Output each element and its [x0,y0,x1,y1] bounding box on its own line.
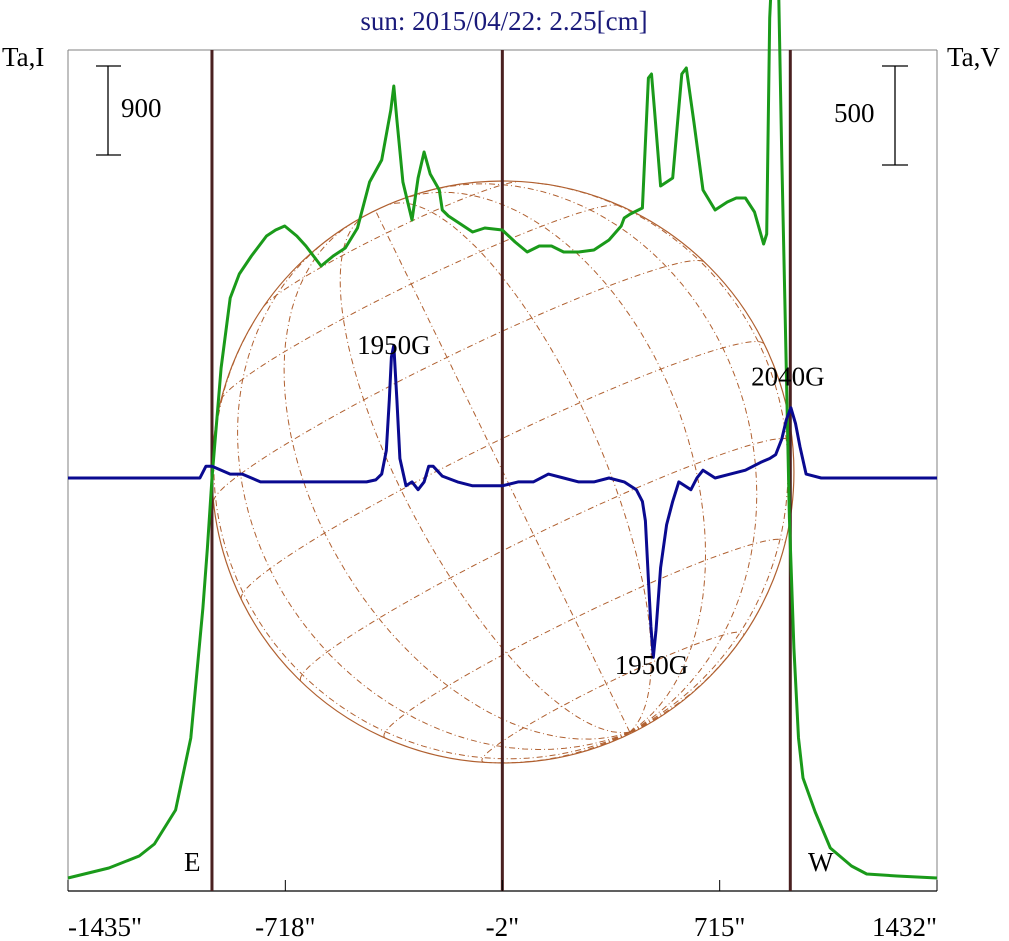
left-axis-label: Ta,I [2,42,44,72]
field-annotation: 1950G [357,330,431,360]
latitude-line [481,631,745,763]
annotation-layer: 1950G 1950G 2040G [357,330,825,680]
x-axis-ticks: -1435" -718" -2" 715" 1432" [67,880,938,941]
chart-title: sun: 2015/04/22: 2.25[cm] [360,6,647,36]
meridian-line [213,319,630,760]
meridian-line [629,728,640,733]
heliographic-grid [213,181,793,764]
scale-right-value: 500 [834,98,875,128]
meridian-line [629,713,665,733]
meridian-line [629,636,744,733]
meridian-line [389,202,652,733]
intensity-curve [67,0,938,880]
meridian-line [374,210,631,733]
west-label: W [808,847,834,877]
field-annotation: 1950G [615,650,689,680]
meridian-line [485,731,631,764]
scale-bar-right: 500 [834,65,908,166]
meridian-line [424,183,758,733]
scale-bar-left: 900 [96,65,162,156]
right-axis-label: Ta,V [947,42,1000,72]
polarization-curve [68,343,937,659]
x-tick-label: 1432" [872,912,937,941]
east-label: E [184,847,201,877]
x-tick-label: -2" [486,912,520,941]
field-annotation: 2040G [751,362,825,392]
series-layer [67,0,938,880]
latitude-line [299,437,793,681]
x-tick-label: -1435" [68,912,142,941]
latitude-line [220,204,620,401]
meridian-line [339,217,630,734]
meridian-line [237,237,630,751]
x-tick-label: 715" [694,912,746,941]
x-tick-label: -718" [255,912,316,941]
meridian-line [629,731,631,734]
latitude-line [383,538,786,739]
scale-left-value: 900 [121,93,162,123]
